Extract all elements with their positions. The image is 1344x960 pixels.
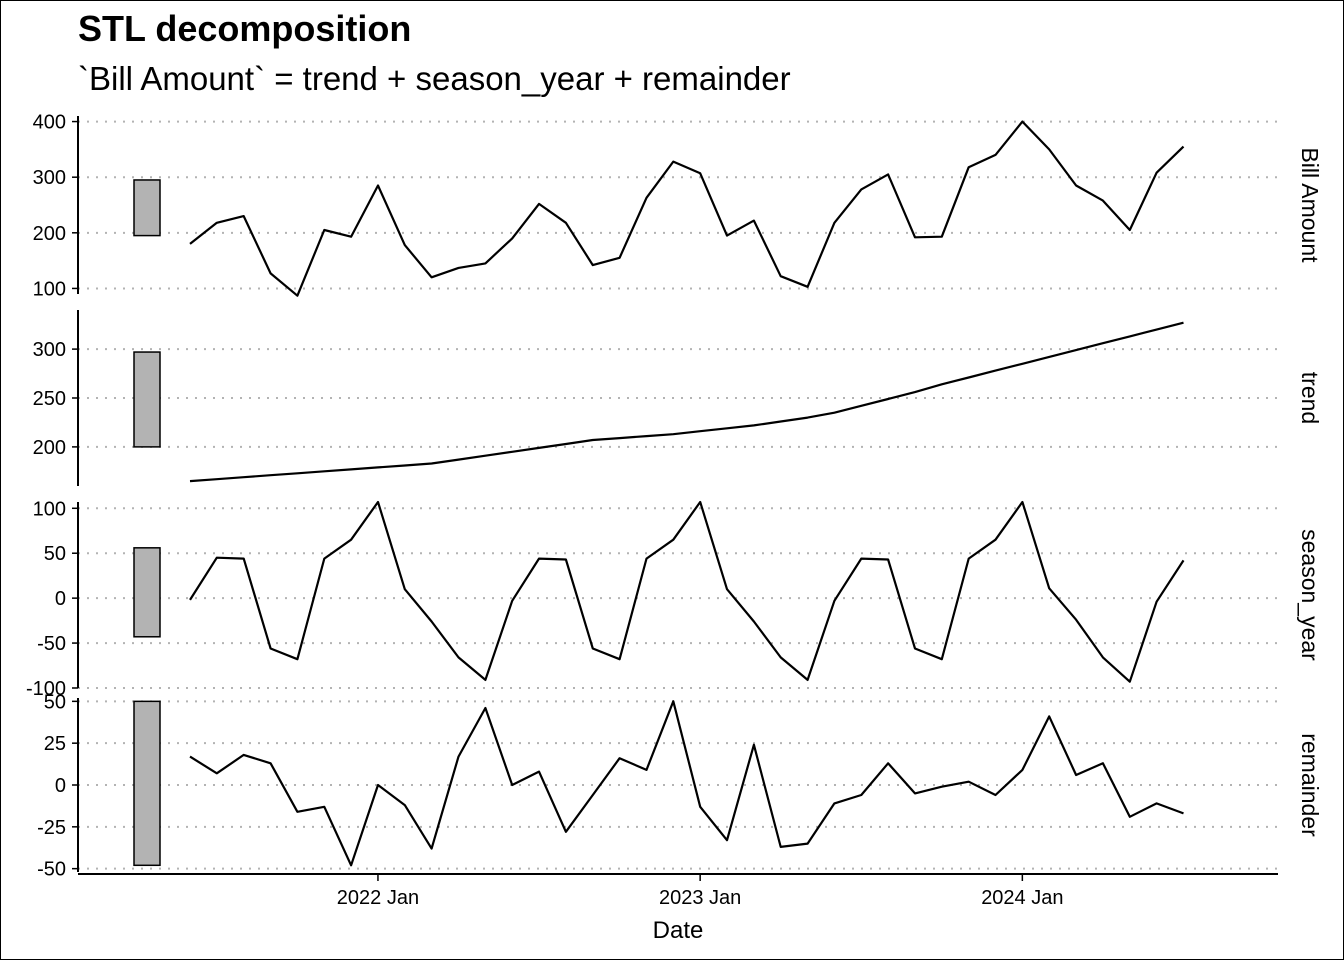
panel-strip-label: remainder: [1297, 733, 1323, 837]
y-tick-label: -25: [37, 817, 66, 839]
panel-strip-label: season_year: [1297, 529, 1323, 661]
chart-subtitle: `Bill Amount` = trend + season_year + re…: [78, 60, 791, 97]
range-bar: [133, 547, 161, 638]
y-tick-label: -50: [37, 633, 66, 655]
series-line: [189, 321, 1184, 483]
y-tick-label: 100: [33, 498, 66, 520]
series-line: [189, 120, 1185, 297]
chart-title: STL decomposition: [78, 8, 412, 49]
y-tick-label: 400: [33, 112, 66, 134]
y-tick-label: 200: [33, 437, 66, 459]
x-tick-label: 2024 Jan: [981, 887, 1063, 909]
panel-remainder: -50 -25 0 25 50 remainder: [37, 691, 1323, 880]
y-tick-label: 250: [33, 388, 66, 410]
x-axis: 2022 Jan 2023 Jan 2024 Jan Date: [78, 873, 1278, 944]
panel-strip-label: Bill Amount: [1297, 147, 1323, 263]
x-axis-title: Date: [653, 917, 704, 944]
panel-bill-amount: 100 200 300 400 Bill Amount: [33, 112, 1323, 301]
y-tick-label: 0: [55, 775, 66, 797]
y-tick-label: -100: [26, 678, 66, 700]
range-bar: [133, 700, 161, 867]
y-tick-label: 300: [33, 167, 66, 189]
series-line: [189, 500, 1185, 683]
y-tick-label: 50: [44, 543, 66, 565]
y-tick-label: 50: [44, 691, 66, 713]
x-tick-label: 2022 Jan: [337, 887, 419, 909]
y-tick-label: 300: [33, 339, 66, 361]
panel-strip-label: trend: [1297, 372, 1323, 424]
y-tick-label: -50: [37, 859, 66, 881]
range-bar: [133, 351, 161, 448]
range-bar: [133, 179, 161, 237]
x-tick-label: 2023 Jan: [659, 887, 741, 909]
panel-trend: 200 250 300 trend: [33, 310, 1323, 486]
y-tick-label: 200: [33, 223, 66, 245]
y-tick-label: 100: [33, 278, 66, 300]
y-tick-label: 0: [55, 588, 66, 610]
series-line: [189, 700, 1184, 867]
panel-season-year: -100 -50 0 50 100 season_year: [26, 498, 1323, 700]
y-tick-label: 25: [44, 733, 66, 755]
